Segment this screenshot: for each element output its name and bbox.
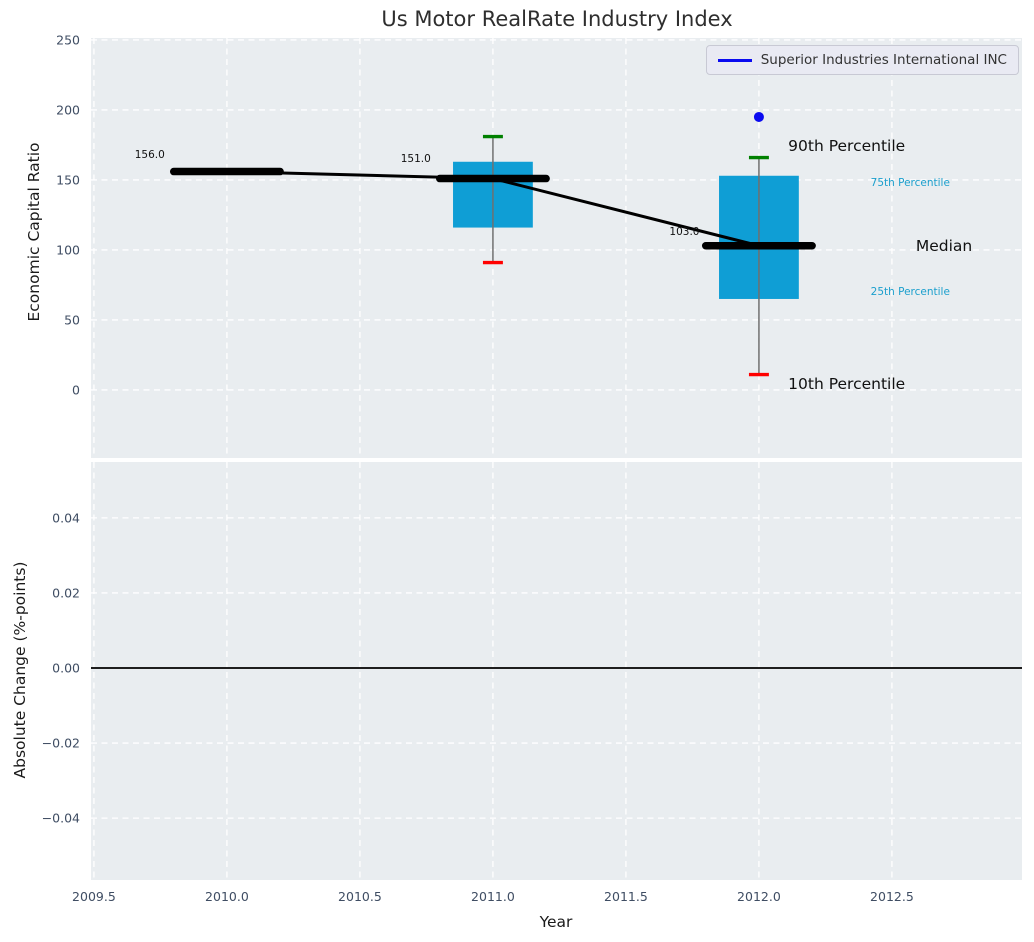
x-tick-label: 2009.5 [72,889,116,904]
bottom-y-axis-label: Absolute Change (%-points) [11,561,29,779]
percentile-label: Median [915,236,973,255]
percentile-label: 25th Percentile [870,285,950,298]
legend-label: Superior Industries International INC [760,52,1007,68]
bottom-plot-area [91,462,1022,880]
percentile-label: 10th Percentile [788,375,906,394]
y-tick-label: −0.02 [41,735,80,751]
chart-title: Us Motor RealRate Industry Index [381,7,733,31]
y-tick-label: −0.04 [41,810,80,826]
y-tick-label: 0.02 [52,585,80,601]
x-tick-label: 2011.5 [604,889,648,904]
legend-line-icon [717,58,752,62]
y-tick-label: 150 [56,172,80,188]
x-tick-label: 2010.5 [338,889,382,904]
x-tick-label: 2012.0 [737,889,781,904]
top-plot-area [91,38,1022,458]
x-tick-label: 2011.0 [471,889,515,904]
company-point [753,111,764,122]
y-tick-label: 0 [72,382,80,398]
legend: Superior Industries International INC [705,45,1019,75]
x-tick-label: 2010.0 [205,889,249,904]
percentile-label: 75th Percentile [870,176,950,189]
y-tick-label: 0.00 [52,660,80,676]
y-tick-label: 50 [64,312,80,328]
x-axis-label: Year [539,913,573,931]
y-tick-label: 100 [56,242,80,258]
median-value-label: 156.0 [134,148,165,161]
y-tick-label: 0.04 [52,510,80,526]
y-tick-label: 250 [56,32,80,48]
y-tick-label: 200 [56,102,80,118]
percentile-label: 90th Percentile [788,137,906,156]
median-value-label: 103.0 [669,225,700,238]
x-tick-label: 2012.5 [870,889,914,904]
top-y-axis-label: Economic Capital Ratio [25,142,43,322]
median-value-label: 151.0 [400,152,431,165]
